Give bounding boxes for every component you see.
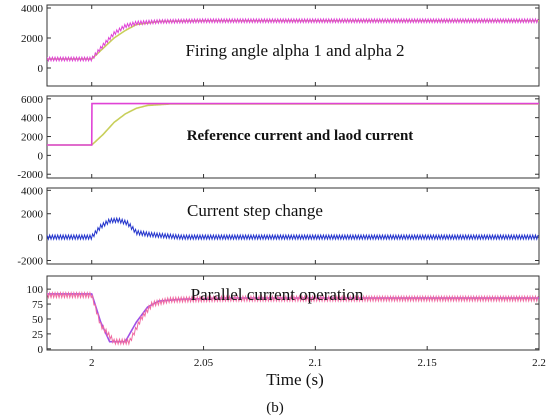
y-tick-label: 2000 bbox=[21, 132, 44, 144]
figure-caption: (b) bbox=[266, 400, 284, 416]
y-tick-label: 0 bbox=[38, 232, 44, 244]
panel-title: Parallel current operation bbox=[191, 285, 364, 304]
y-tick-label: 50 bbox=[32, 314, 44, 326]
y-tick-label: 0 bbox=[38, 63, 44, 75]
x-tick-label: 2.1 bbox=[308, 357, 322, 369]
series-line-2 bbox=[47, 290, 539, 347]
x-tick-label: 2 bbox=[89, 357, 95, 369]
y-tick-label: 75 bbox=[32, 299, 44, 311]
y-tick-label: 2000 bbox=[21, 209, 44, 221]
series-line-2 bbox=[47, 102, 539, 146]
y-tick-label: 0 bbox=[38, 150, 44, 162]
panel-1: 4000 2000 0 Firing angle alpha 1 and alpha … bbox=[21, 3, 540, 87]
panel-frame bbox=[46, 95, 540, 179]
x-tick-label: 2.2 bbox=[532, 357, 546, 369]
panel-frame bbox=[46, 275, 540, 351]
series-line-1 bbox=[47, 216, 539, 242]
y-tick-label: -2000 bbox=[17, 255, 43, 267]
y-tick-label: 6000 bbox=[21, 94, 44, 106]
y-tick-label: -2000 bbox=[17, 169, 43, 181]
panel-2: 6000 4000 2000 0 -2000 Reference current and … bbox=[17, 94, 540, 181]
y-tick-label: 2000 bbox=[21, 33, 44, 45]
x-tick-label: 2.15 bbox=[418, 357, 438, 369]
panel-frame bbox=[46, 4, 540, 87]
panel-title: Current step change bbox=[187, 201, 323, 220]
y-tick-label: 4000 bbox=[21, 113, 44, 125]
panel-4: 100 75 50 25 0 Parallel current operation bbox=[27, 275, 540, 356]
y-tick-label: 100 bbox=[27, 284, 44, 296]
series-line-2 bbox=[47, 17, 539, 63]
x-tick-label: 2.05 bbox=[194, 357, 214, 369]
y-tick-label: 0 bbox=[38, 344, 44, 356]
panel-3: 4000 2000 0 -2000 Current step change bbox=[17, 185, 540, 267]
y-tick-label: 4000 bbox=[21, 3, 44, 15]
y-tick-label: 4000 bbox=[21, 185, 44, 197]
panel-frame bbox=[46, 187, 540, 265]
y-tick-label: 25 bbox=[32, 329, 44, 341]
panel-title: Reference current and laod current bbox=[187, 128, 414, 144]
x-axis-label: Time (s) bbox=[266, 370, 323, 389]
panel-title: Firing angle alpha 1 and alpha 2 bbox=[185, 41, 404, 60]
